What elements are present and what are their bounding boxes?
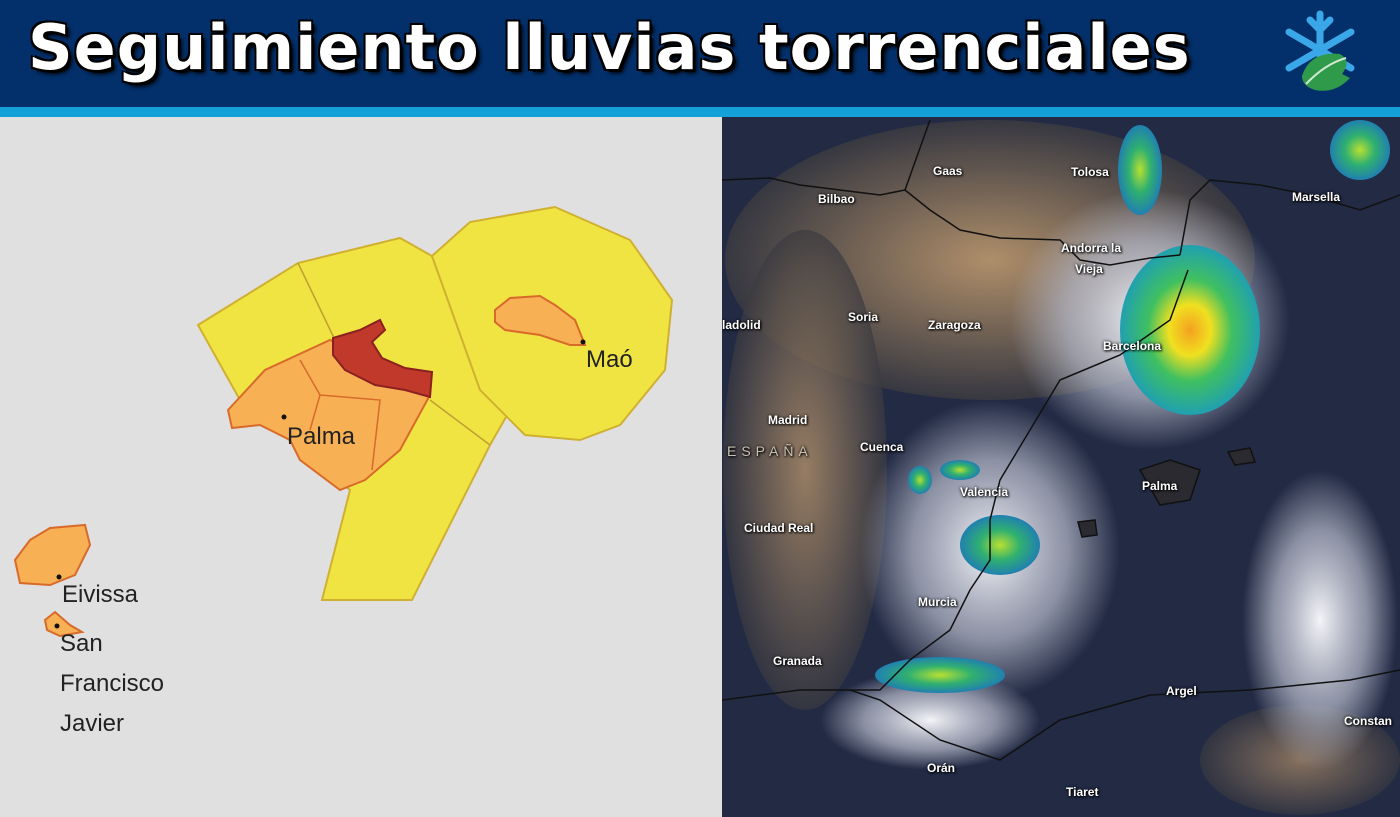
label-marsella: Marsella [1292,190,1341,204]
label-eivissa: Eivissa [62,581,139,608]
satellite-imagery [722,117,1400,817]
label-granada: Granada [773,654,822,668]
label-constantina: Constan [1344,714,1392,728]
label-valladolid: ladolid [722,318,761,332]
label-murcia: Murcia [918,595,957,609]
label-andorra: Andorra la [1061,241,1122,255]
label-oran: Orán [927,761,956,775]
label-espana: ESPAÑA [727,443,813,459]
rain-cell-almeria [875,657,1005,693]
formentera-orange [43,610,85,638]
label-mao: Maó [586,346,633,373]
label-javier: Javier [60,710,125,737]
label-cuenca: Cuenca [860,440,904,454]
label-zaragoza: Zaragoza [928,318,981,332]
label-bilbao: Bilbao [818,192,855,206]
warning-zones [13,205,674,638]
rain-cell-barcelona [1120,245,1260,415]
label-palma-sat: Palma [1142,479,1178,493]
label-soria: Soria [848,310,879,324]
page-title: Seguimiento lluvias torrenciales [28,11,1191,84]
label-barcelona: Barcelona [1103,339,1162,353]
satellite-map: Gaas Tolosa Marsella Bilbao Andorra la V… [722,117,1400,817]
label-vieja: Vieja [1075,262,1103,276]
label-gaas: Gaas [933,164,963,178]
menorca-orange [494,294,587,346]
label-madrid: Madrid [768,413,808,427]
header-banner: Seguimiento lluvias torrenciales [0,0,1400,107]
accent-bar [0,107,1400,117]
label-valencia: Valencia [960,485,1009,499]
label-tiaret: Tiaret [1066,785,1099,799]
coastlines [722,119,1400,761]
rain-cell-valencia [960,515,1040,575]
label-ciudad-real: Ciudad Real [744,521,814,535]
label-palma: Palma [287,423,356,450]
mallorca-red [332,318,434,399]
warning-map: Maó Palma Eivissa San Francisco Javier [0,117,722,817]
snowflake-leaf-logo-icon [1280,6,1360,98]
label-argel: Argel [1166,684,1197,698]
label-san: San [60,630,103,657]
label-francisco: Francisco [60,670,165,697]
ibiza-orange [13,523,92,587]
label-tolosa: Tolosa [1071,165,1109,179]
